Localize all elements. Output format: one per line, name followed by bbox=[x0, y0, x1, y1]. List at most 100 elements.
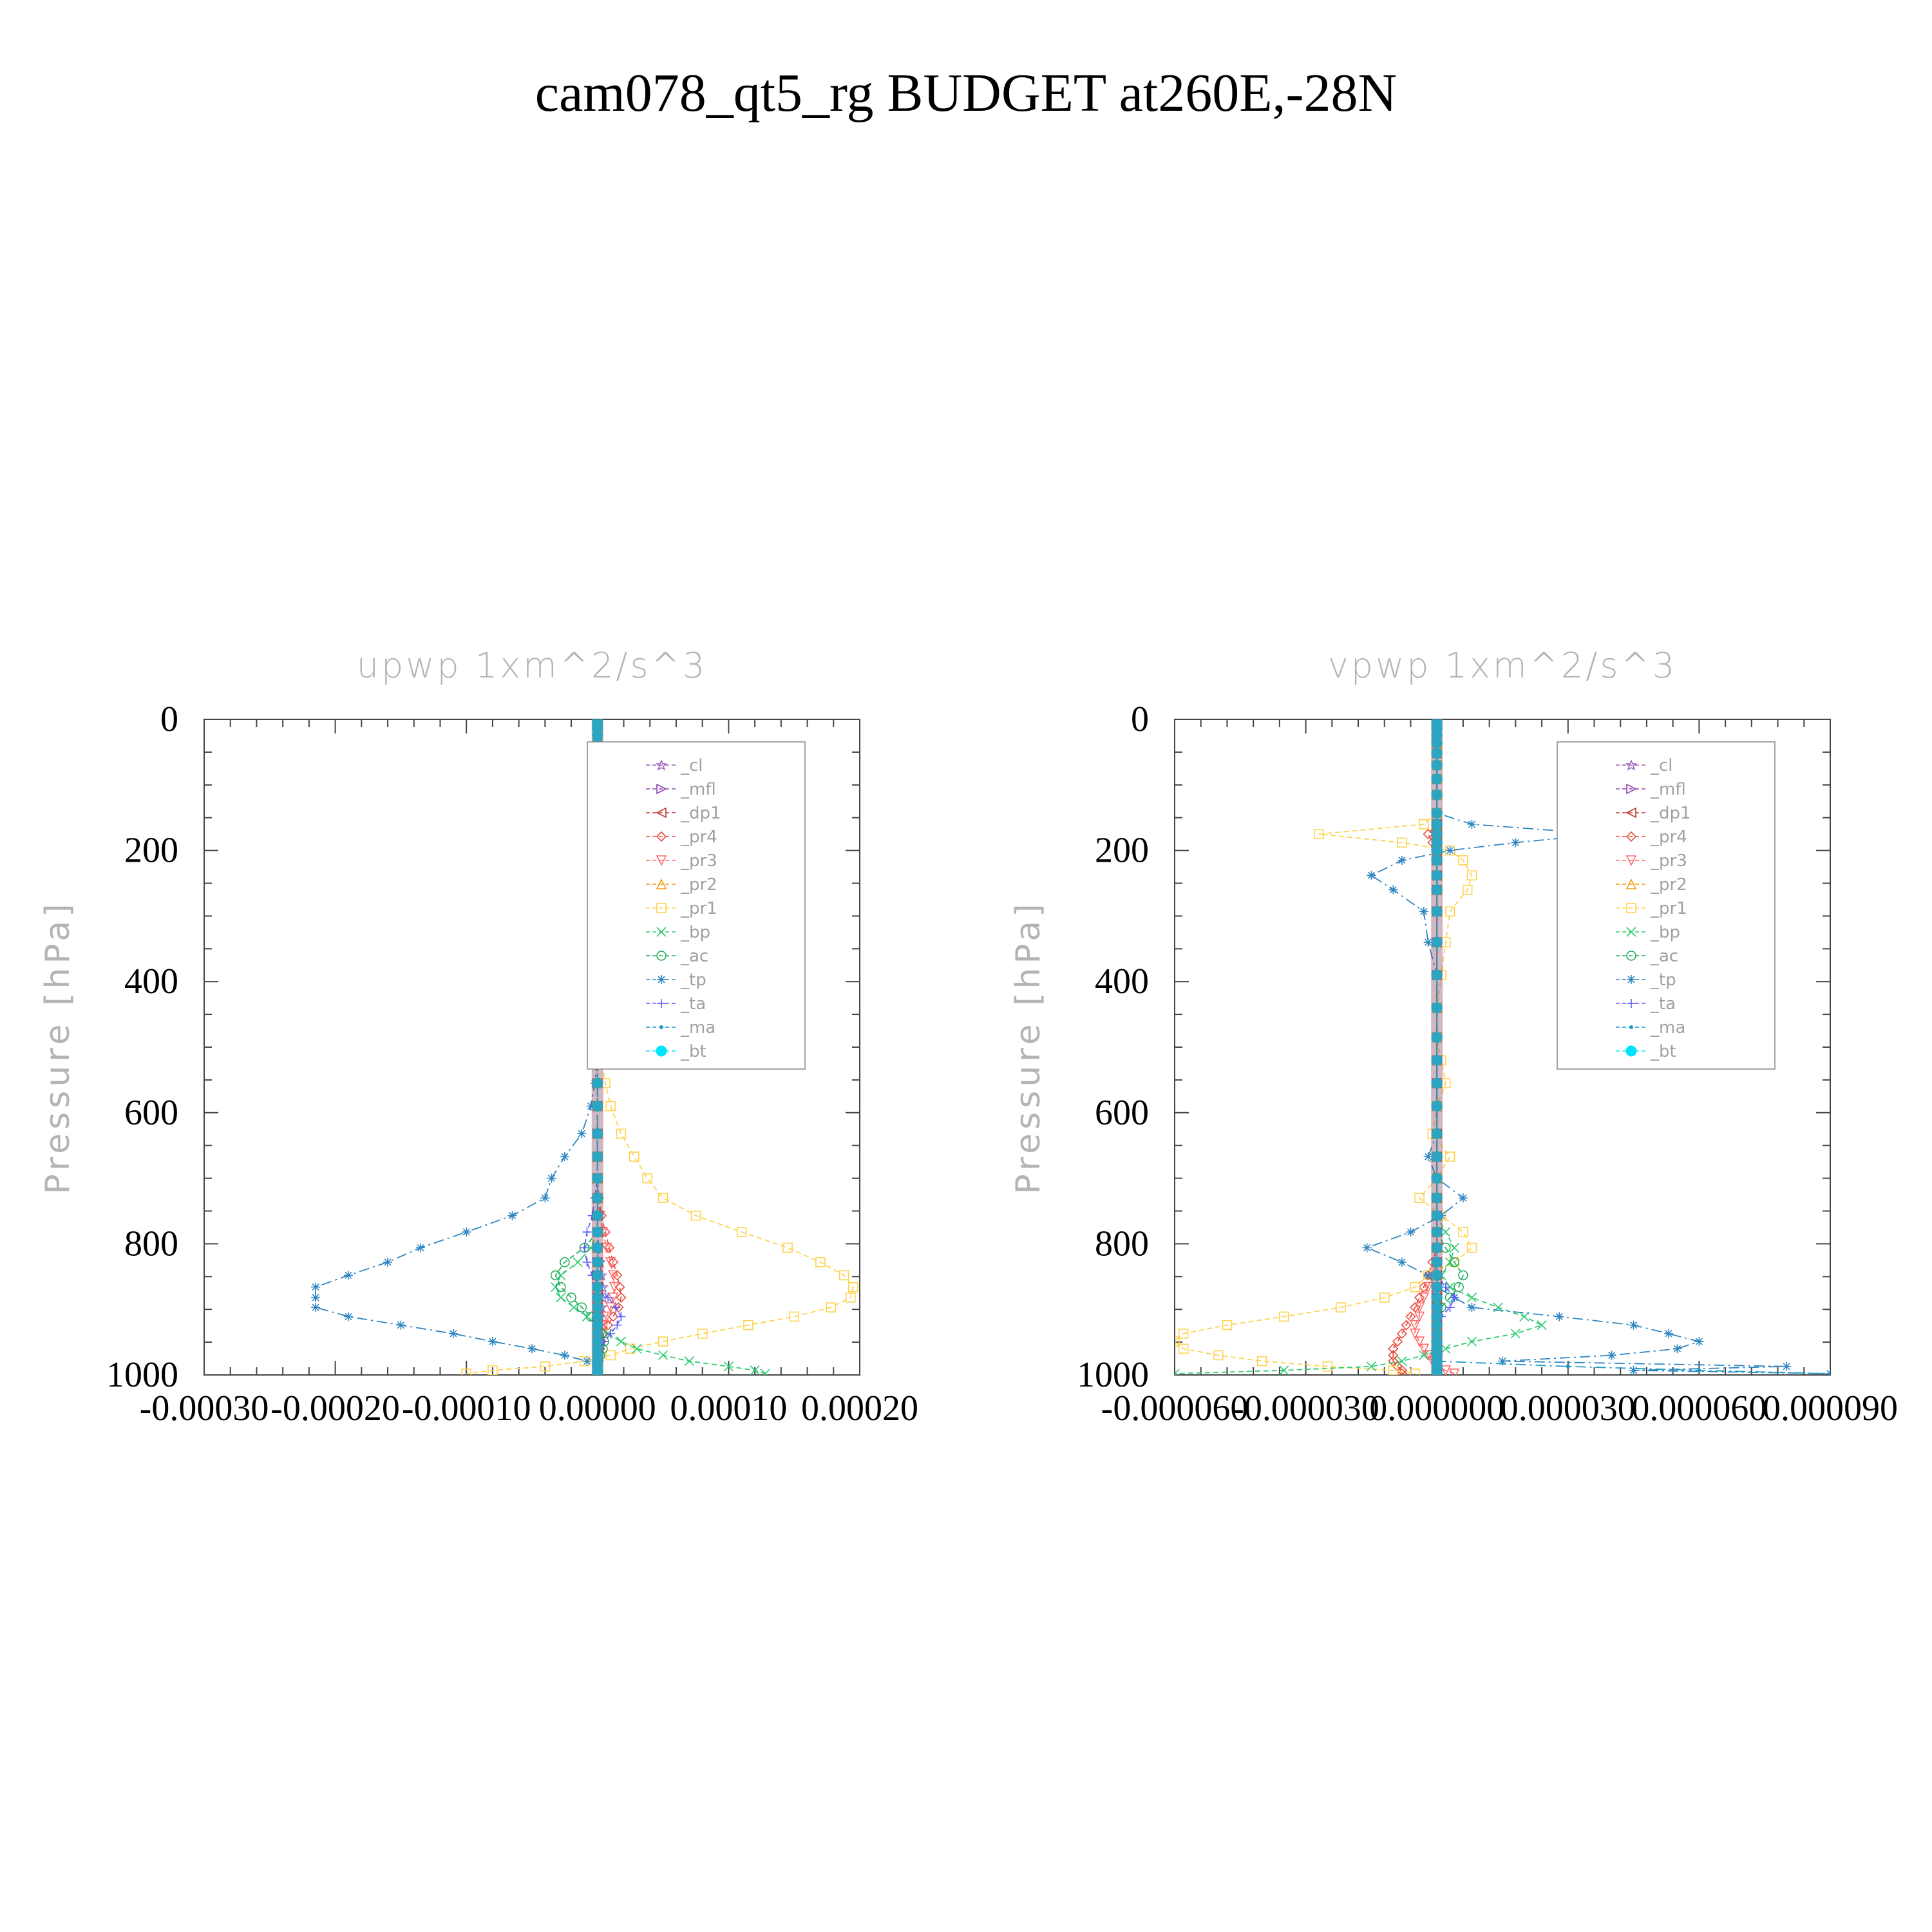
data-point bbox=[616, 1312, 626, 1321]
data-point bbox=[1431, 869, 1443, 881]
data-point bbox=[540, 1193, 550, 1203]
data-point bbox=[1222, 1320, 1233, 1331]
legend-marker bbox=[1625, 831, 1637, 842]
data-point bbox=[1555, 1312, 1564, 1321]
data-point bbox=[592, 1151, 603, 1162]
legend-marker bbox=[657, 999, 666, 1008]
legend-label: _ma bbox=[680, 1018, 715, 1037]
data-point bbox=[1409, 1329, 1421, 1340]
data-point bbox=[1418, 1343, 1430, 1355]
data-point bbox=[1462, 884, 1473, 895]
data-point bbox=[580, 1243, 589, 1253]
data-point bbox=[612, 1320, 622, 1330]
data-point bbox=[690, 1210, 701, 1221]
data-point bbox=[592, 1192, 603, 1204]
figure-title: cam078_qt5_rg BUDGET at260E,-28N bbox=[535, 63, 1397, 123]
data-point bbox=[1396, 1368, 1408, 1375]
data-point bbox=[1431, 808, 1443, 819]
data-point bbox=[1445, 1303, 1455, 1312]
data-point bbox=[592, 1368, 603, 1375]
data-point bbox=[612, 1270, 623, 1281]
data-point bbox=[684, 1356, 694, 1367]
data-point bbox=[415, 1243, 425, 1253]
legend-marker bbox=[1626, 903, 1636, 913]
data-point bbox=[697, 1329, 708, 1339]
x-tick-label: -0.000030 bbox=[1232, 1388, 1379, 1428]
data-point bbox=[592, 1077, 603, 1089]
data-point bbox=[1279, 1365, 1289, 1375]
legend-label: _pr2 bbox=[680, 875, 717, 895]
data-point bbox=[629, 1151, 639, 1162]
legend-marker bbox=[1627, 999, 1636, 1008]
data-point bbox=[614, 1282, 625, 1293]
data-point bbox=[616, 1292, 627, 1303]
data-point bbox=[1458, 1270, 1468, 1281]
legend-label: _mfl bbox=[680, 780, 716, 799]
legend-label: _pr4 bbox=[680, 828, 717, 847]
data-point bbox=[1322, 1361, 1333, 1372]
y-tick-label: 600 bbox=[1095, 1093, 1149, 1133]
data-point bbox=[1213, 1350, 1224, 1361]
panel-title: upwp 1xm^2/s^3 bbox=[357, 645, 708, 686]
data-point bbox=[1388, 885, 1398, 895]
x-tick-label: -0.00020 bbox=[270, 1388, 400, 1428]
data-point bbox=[1414, 1292, 1425, 1303]
data-point bbox=[815, 1257, 826, 1267]
legend-label: _pr4 bbox=[1650, 828, 1687, 847]
data-point bbox=[848, 1282, 858, 1293]
data-point bbox=[576, 1302, 587, 1312]
legend-label: _ta bbox=[1650, 994, 1676, 1014]
data-point bbox=[1449, 1242, 1459, 1253]
data-point bbox=[760, 1368, 770, 1375]
data-point bbox=[1467, 819, 1477, 829]
y-tick-label: 1000 bbox=[1077, 1355, 1149, 1395]
data-point bbox=[658, 1350, 668, 1361]
x-tick-label: -0.00010 bbox=[402, 1388, 531, 1428]
data-point bbox=[1178, 1343, 1189, 1354]
data-point bbox=[1466, 1242, 1477, 1253]
data-point bbox=[550, 1270, 561, 1281]
y-axis-label: Pressure [hPa] bbox=[39, 900, 77, 1195]
data-point bbox=[1362, 1243, 1372, 1253]
data-point bbox=[632, 1343, 642, 1354]
data-point bbox=[642, 1173, 652, 1184]
data-point bbox=[1441, 1227, 1451, 1237]
legend-marker bbox=[657, 975, 666, 984]
data-point bbox=[1441, 1282, 1450, 1292]
legend-marker bbox=[1626, 783, 1637, 795]
data-point bbox=[658, 1336, 668, 1347]
data-point bbox=[1423, 829, 1434, 840]
data-point bbox=[1467, 1303, 1477, 1312]
data-point bbox=[1466, 870, 1477, 881]
legend-label: _cl bbox=[1650, 756, 1673, 775]
legend-marker bbox=[1625, 1045, 1637, 1057]
data-point bbox=[1663, 1329, 1673, 1338]
data-point bbox=[1175, 1336, 1180, 1347]
data-point bbox=[461, 1368, 472, 1375]
data-point bbox=[592, 1226, 603, 1238]
plot-area bbox=[1175, 719, 1830, 1375]
data-point bbox=[1414, 1336, 1425, 1347]
legend-label: _bt bbox=[1650, 1042, 1676, 1061]
data-point bbox=[592, 1128, 603, 1139]
data-point bbox=[1396, 1365, 1408, 1375]
legend-label: _bp bbox=[680, 923, 710, 942]
legend-marker bbox=[656, 927, 667, 937]
data-point bbox=[1379, 1293, 1390, 1303]
legend-marker bbox=[656, 1045, 667, 1057]
data-point bbox=[1431, 748, 1443, 759]
legend-label: _ac bbox=[680, 947, 708, 966]
legend-label: _mfl bbox=[1650, 780, 1686, 799]
data-point bbox=[1409, 1320, 1421, 1331]
legend-label: _tp bbox=[680, 971, 706, 990]
data-point bbox=[1440, 1365, 1452, 1375]
data-point bbox=[743, 1320, 753, 1331]
data-point bbox=[1401, 1320, 1412, 1331]
data-point bbox=[1388, 1350, 1399, 1361]
legend-label: _dp1 bbox=[680, 804, 721, 823]
y-tick-label: 400 bbox=[1095, 961, 1149, 1001]
data-point bbox=[1367, 871, 1376, 880]
data-point bbox=[1510, 1329, 1520, 1339]
data-point bbox=[1694, 1337, 1704, 1347]
